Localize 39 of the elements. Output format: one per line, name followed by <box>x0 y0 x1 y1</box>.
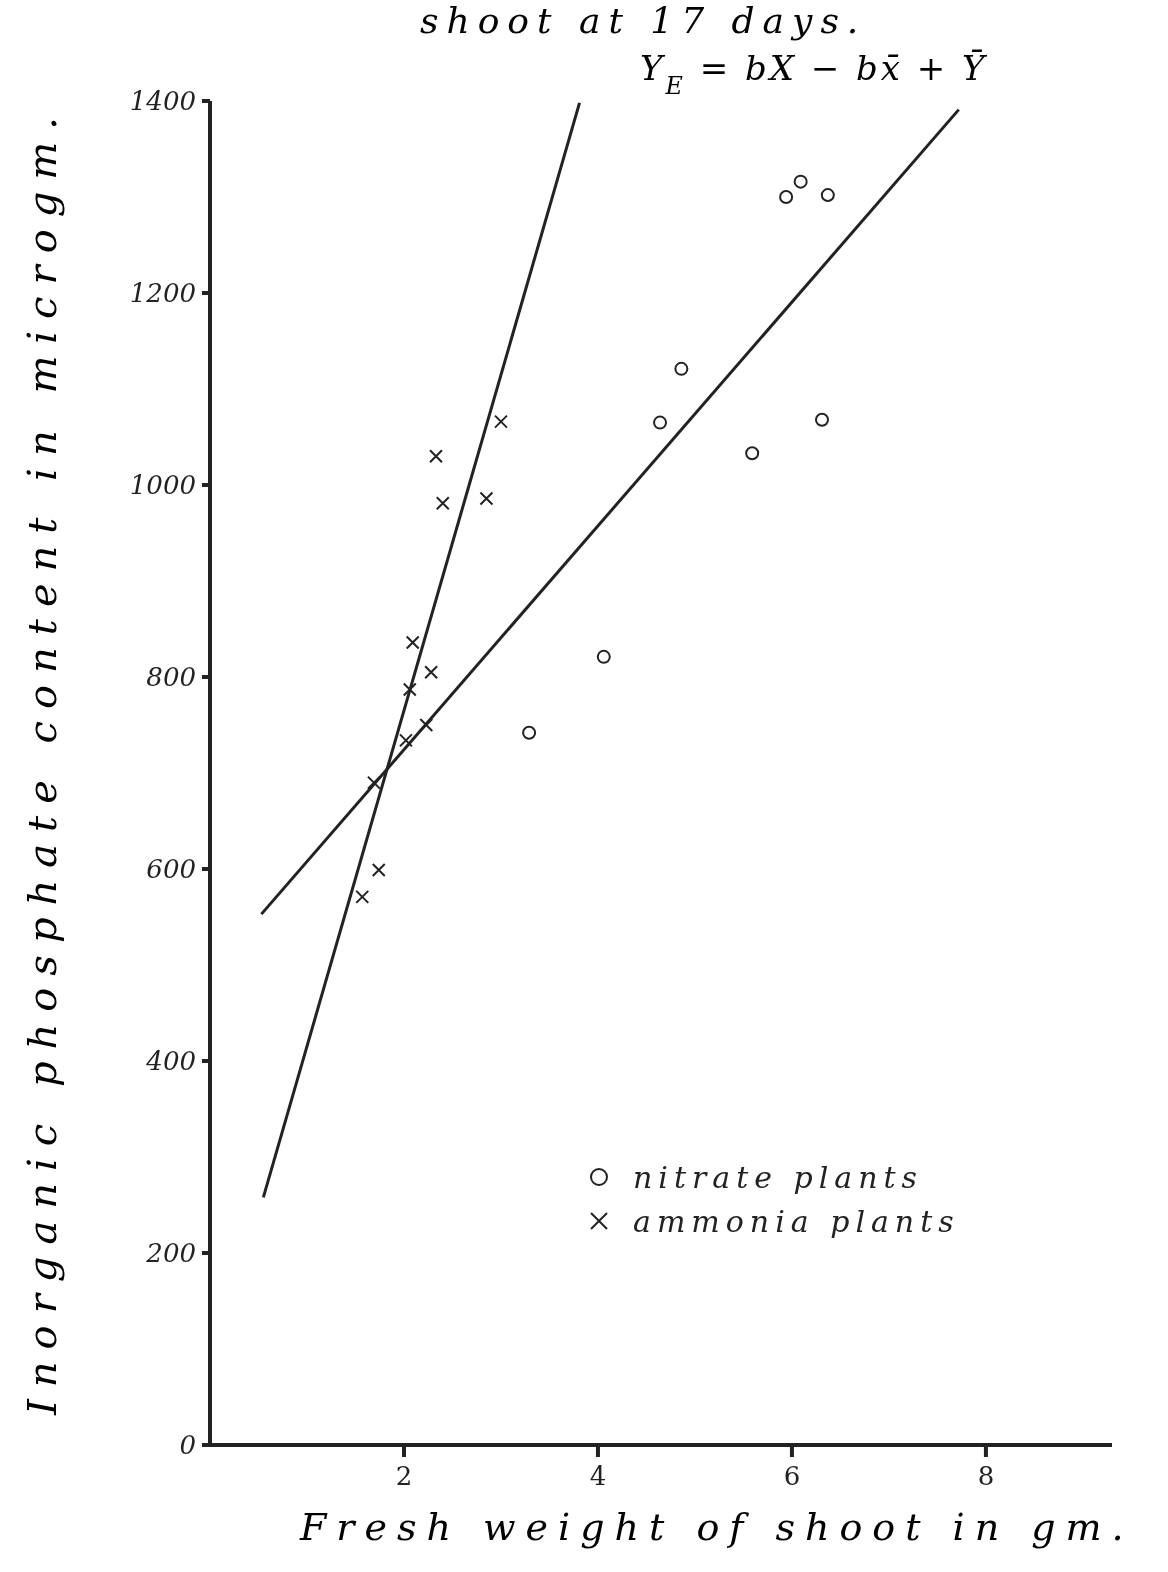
point <box>820 188 835 203</box>
point <box>428 449 443 464</box>
point <box>355 889 370 904</box>
point <box>402 682 417 697</box>
point <box>793 174 808 189</box>
x-tick-label: 4 <box>589 1461 607 1492</box>
y-tick-label: 1200 <box>129 278 196 309</box>
point <box>479 491 494 506</box>
y-tick-label: 0 <box>179 1430 196 1461</box>
y-tick-label: 1400 <box>129 86 196 117</box>
point <box>522 725 537 740</box>
point <box>745 446 760 461</box>
legend-label: ammonia plants <box>633 1203 960 1239</box>
point <box>419 718 434 732</box>
point <box>596 649 611 664</box>
y-axis-title: Inorganic phosphate content in microgm. <box>19 105 65 1415</box>
point <box>424 665 439 680</box>
x-tick-label: 8 <box>977 1461 995 1492</box>
x-axis-title: Fresh weight of shoot in gm. <box>300 1505 1134 1549</box>
y-tick-label: 800 <box>146 662 196 693</box>
y-tick-label: 1000 <box>129 470 196 501</box>
x-tick-label: 2 <box>395 1461 413 1492</box>
point <box>779 190 794 204</box>
x-tick-label: 6 <box>783 1461 801 1492</box>
chart-subtitle: Y$_{E}$ = bX − bx̄ + Ȳ <box>640 48 989 100</box>
chart-title: shoot at 17 days. <box>420 0 867 41</box>
point <box>366 775 381 790</box>
point <box>398 733 413 748</box>
point <box>674 361 689 376</box>
y-tick-label: 400 <box>145 1046 196 1077</box>
point <box>815 412 829 427</box>
point <box>435 496 450 511</box>
point <box>371 862 386 877</box>
y-tick-label: 600 <box>146 854 196 885</box>
point <box>405 635 420 650</box>
point <box>653 415 668 430</box>
point <box>493 414 508 429</box>
y-tick-label: 200 <box>145 1238 196 1269</box>
legend-label: nitrate plants <box>633 1159 924 1195</box>
